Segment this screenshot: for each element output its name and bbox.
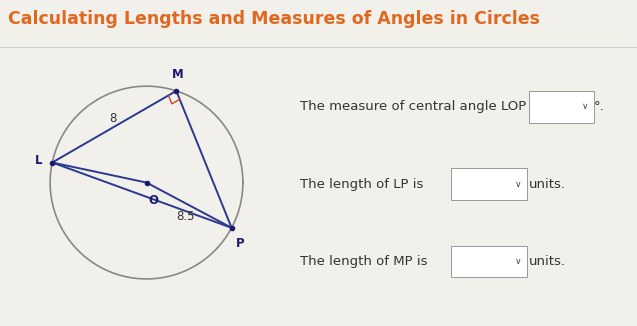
Text: ∨: ∨ [582, 102, 589, 111]
Text: 8.5: 8.5 [176, 210, 195, 223]
Text: P: P [236, 237, 245, 250]
Text: O: O [149, 194, 159, 207]
FancyBboxPatch shape [451, 169, 527, 200]
Text: The length of LP is: The length of LP is [300, 178, 423, 191]
Text: ∨: ∨ [515, 180, 522, 189]
Text: 8: 8 [109, 112, 117, 125]
FancyBboxPatch shape [451, 246, 527, 277]
Text: units.: units. [529, 255, 566, 268]
Text: The measure of central angle LOP is: The measure of central angle LOP is [300, 100, 541, 113]
Text: ∨: ∨ [515, 257, 522, 266]
Text: L: L [34, 154, 42, 167]
Text: M: M [171, 68, 183, 81]
Text: Calculating Lengths and Measures of Angles in Circles: Calculating Lengths and Measures of Angl… [8, 10, 540, 28]
Text: °.: °. [594, 100, 605, 113]
Text: The length of MP is: The length of MP is [300, 255, 427, 268]
FancyBboxPatch shape [529, 91, 594, 123]
Text: units.: units. [529, 178, 566, 191]
